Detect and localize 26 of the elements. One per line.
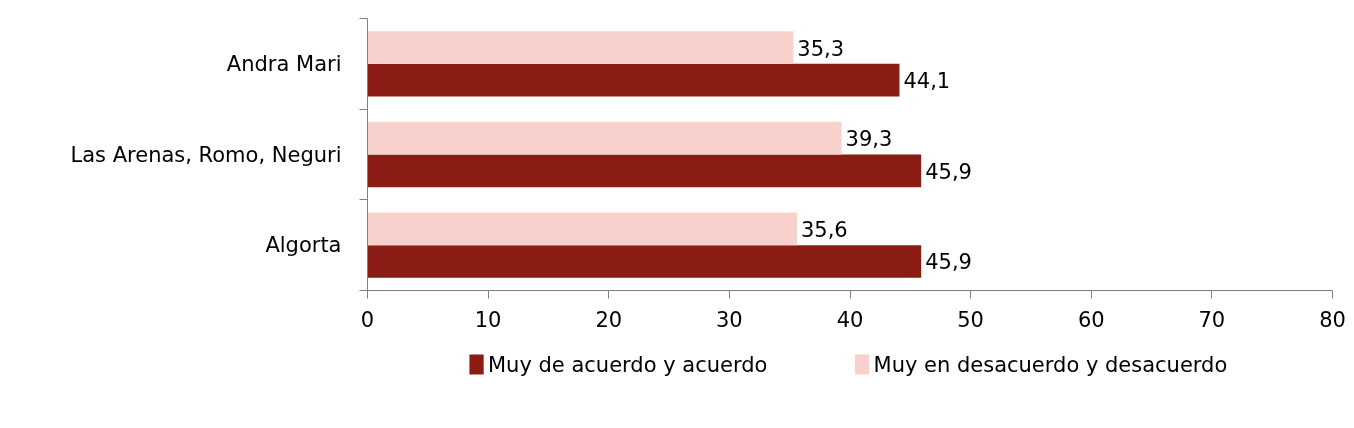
- bar: [367, 31, 794, 64]
- x-tick-label: 30: [716, 307, 743, 332]
- x-tick-label: 70: [1198, 307, 1226, 332]
- x-tick-label: 10: [474, 307, 502, 332]
- data-label: 44,1: [903, 69, 951, 94]
- bar: [367, 245, 922, 278]
- data-label: 35,6: [800, 217, 848, 242]
- bar: [367, 154, 922, 188]
- data-label: 35,3: [797, 36, 845, 61]
- data-label: 45,9: [925, 250, 972, 275]
- x-tick-label: 80: [1319, 307, 1346, 332]
- legend-label: Muy en desacuerdo y desacuerdo: [873, 352, 1228, 377]
- bar: [367, 63, 900, 97]
- x-tick-label: 0: [360, 307, 375, 332]
- y-tick-label: Andra Mari: [226, 51, 342, 76]
- bar: [367, 212, 797, 246]
- bar: [367, 121, 842, 155]
- x-tick-label: 50: [957, 307, 984, 332]
- legend-label: Muy de acuerdo y acuerdo: [487, 352, 768, 377]
- x-tick-label: 40: [836, 307, 864, 332]
- data-label: 39,3: [845, 127, 893, 152]
- data-label: 45,9: [925, 159, 972, 184]
- x-tick-label: 60: [1077, 307, 1105, 332]
- y-tick-label: Algorta: [265, 233, 342, 258]
- y-tick-label: Las Arenas, Romo, Neguri: [70, 142, 342, 167]
- x-tick-label: 20: [595, 307, 623, 332]
